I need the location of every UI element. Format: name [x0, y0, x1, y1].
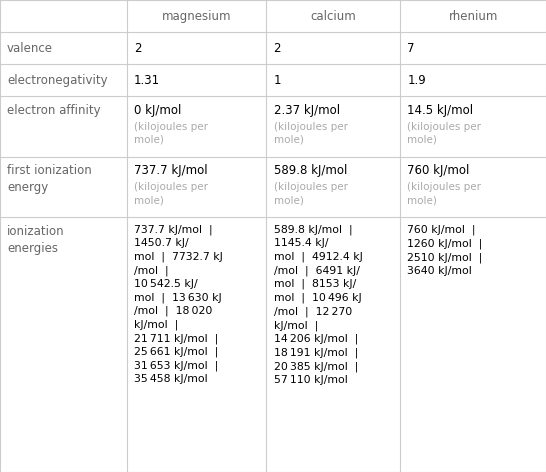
Text: rhenium: rhenium [448, 9, 498, 23]
Text: (kilojoules per
mole): (kilojoules per mole) [274, 182, 348, 205]
Text: first ionization
energy: first ionization energy [7, 164, 92, 194]
Text: 2: 2 [134, 42, 141, 55]
Text: 7: 7 [407, 42, 415, 55]
Text: 2: 2 [274, 42, 281, 55]
Text: 589.8 kJ/mol: 589.8 kJ/mol [274, 164, 347, 177]
Text: 14.5 kJ/mol: 14.5 kJ/mol [407, 104, 473, 117]
Text: 737.7 kJ/mol  |
1450.7 kJ/
mol  |  7732.7 kJ
/mol  |
10 542.5 kJ/
mol  |  13 630: 737.7 kJ/mol | 1450.7 kJ/ mol | 7732.7 k… [134, 225, 223, 384]
Text: (kilojoules per
mole): (kilojoules per mole) [274, 122, 348, 145]
Text: magnesium: magnesium [162, 9, 232, 23]
Text: (kilojoules per
mole): (kilojoules per mole) [407, 182, 482, 205]
Text: electron affinity: electron affinity [7, 104, 100, 117]
Text: 0 kJ/mol: 0 kJ/mol [134, 104, 181, 117]
Text: (kilojoules per
mole): (kilojoules per mole) [134, 182, 208, 205]
Text: (kilojoules per
mole): (kilojoules per mole) [407, 122, 482, 145]
Text: 737.7 kJ/mol: 737.7 kJ/mol [134, 164, 207, 177]
Text: valence: valence [7, 42, 53, 55]
Text: 589.8 kJ/mol  |
1145.4 kJ/
mol  |  4912.4 kJ
/mol  |  6491 kJ/
mol  |  8153 kJ/
: 589.8 kJ/mol | 1145.4 kJ/ mol | 4912.4 k… [274, 225, 363, 385]
Text: calcium: calcium [311, 9, 356, 23]
Text: (kilojoules per
mole): (kilojoules per mole) [134, 122, 208, 145]
Text: electronegativity: electronegativity [7, 74, 108, 87]
Text: 1.31: 1.31 [134, 74, 160, 87]
Text: 760 kJ/mol: 760 kJ/mol [407, 164, 470, 177]
Text: ionization
energies: ionization energies [7, 225, 65, 255]
Text: 1: 1 [274, 74, 281, 87]
Text: 1.9: 1.9 [407, 74, 426, 87]
Text: 2.37 kJ/mol: 2.37 kJ/mol [274, 104, 340, 117]
Text: 760 kJ/mol  |
1260 kJ/mol  |
2510 kJ/mol  |
3640 kJ/mol: 760 kJ/mol | 1260 kJ/mol | 2510 kJ/mol |… [407, 225, 483, 276]
